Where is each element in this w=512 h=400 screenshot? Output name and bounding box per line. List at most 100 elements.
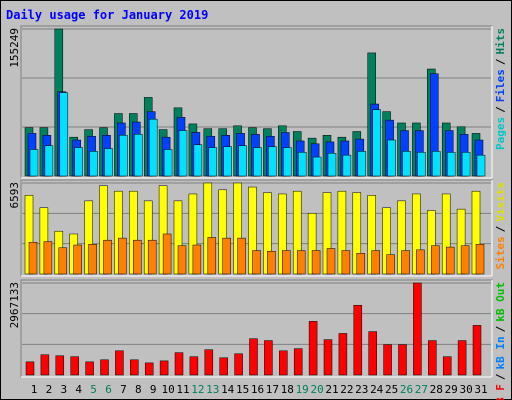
bar [308, 321, 318, 376]
y-tick-label: 6593 [8, 182, 21, 209]
bar [327, 153, 337, 177]
bar [357, 151, 367, 177]
bar [163, 149, 173, 177]
x-tick-label: 10 [161, 383, 174, 396]
bar [476, 154, 486, 177]
bar [119, 135, 128, 177]
bar [428, 340, 437, 376]
bar [144, 362, 154, 376]
bar [88, 244, 97, 275]
x-tick-label: 23 [355, 383, 368, 396]
chart-title: Daily usage for January 2019 [6, 8, 208, 22]
bar [353, 304, 363, 376]
bar [252, 250, 261, 275]
legend-entry: kB Out [494, 282, 507, 322]
legend: kB F / kB In / kB Out [494, 282, 507, 400]
x-tick-label: 2 [46, 383, 53, 396]
legend-separator: / [494, 225, 507, 232]
bar [100, 359, 109, 376]
bar [85, 361, 94, 376]
bar [297, 152, 307, 177]
bar [43, 241, 53, 275]
bar [386, 254, 395, 275]
bar [267, 250, 276, 275]
x-tick-label: 25 [385, 383, 398, 396]
bar [193, 144, 203, 177]
bar [283, 147, 292, 177]
x-tick-label: 7 [120, 383, 127, 396]
legend-separator: / [494, 325, 507, 332]
bar [472, 325, 482, 376]
x-tick-label: 22 [340, 383, 353, 396]
bar [162, 233, 172, 275]
bar [237, 237, 246, 275]
bar [204, 349, 214, 376]
x-tick-label: 28 [430, 383, 443, 396]
legend-entry: Visits [494, 182, 507, 222]
bar [189, 356, 199, 376]
bar [457, 340, 467, 376]
bar [177, 245, 187, 275]
bar [475, 244, 485, 275]
x-tick-label: 13 [206, 383, 219, 396]
x-tick-label: 21 [325, 383, 338, 396]
bar [431, 245, 440, 275]
x-tick-label: 17 [266, 383, 279, 396]
x-tick-label: 8 [135, 383, 142, 396]
bar [401, 250, 410, 275]
bar [118, 237, 127, 275]
x-tick-label: 6 [105, 383, 112, 396]
bar [104, 148, 113, 177]
bar [264, 340, 273, 376]
bar [74, 147, 83, 177]
legend: Sites / Visits [494, 182, 507, 270]
x-tick-label: 1 [31, 383, 38, 396]
bar [282, 250, 291, 275]
bar [445, 246, 455, 275]
bar [371, 250, 380, 275]
bar [446, 152, 456, 177]
bar [341, 250, 351, 275]
x-tick-label: 12 [191, 383, 204, 396]
bar [147, 239, 157, 275]
x-tick-label: 5 [90, 383, 97, 396]
x-tick-label: 30 [459, 383, 472, 396]
x-tick-label: 20 [310, 383, 323, 396]
bar [159, 360, 169, 376]
x-tick-label: 15 [236, 383, 249, 396]
legend-entry: Pages [494, 117, 507, 150]
bar [461, 152, 471, 177]
bar [70, 356, 79, 376]
bar [413, 282, 422, 376]
bar [89, 151, 98, 177]
bar [174, 352, 184, 376]
bar [115, 350, 124, 376]
bar [279, 350, 288, 376]
x-tick-label: 18 [281, 383, 294, 396]
legend-entry: kB In [494, 336, 507, 369]
bar [249, 338, 258, 376]
bar [338, 333, 348, 376]
bar [222, 237, 231, 275]
bar [356, 253, 366, 275]
x-tick-label: 9 [150, 383, 157, 396]
bar [55, 355, 65, 376]
bar [40, 354, 50, 376]
bar [383, 344, 392, 376]
bar [130, 359, 139, 376]
bar [368, 331, 377, 376]
bar [223, 146, 232, 177]
bar [460, 245, 470, 275]
bar [312, 156, 322, 177]
x-tick-label: 11 [176, 383, 189, 396]
bar [44, 145, 54, 177]
bar [442, 356, 452, 376]
bar [432, 151, 441, 177]
bar [326, 248, 336, 275]
x-tick-label: 27 [415, 383, 428, 396]
bar [417, 152, 426, 177]
x-tick-label: 24 [370, 383, 384, 396]
bar [416, 249, 425, 275]
y-tick-label: 2967133 [8, 282, 21, 328]
